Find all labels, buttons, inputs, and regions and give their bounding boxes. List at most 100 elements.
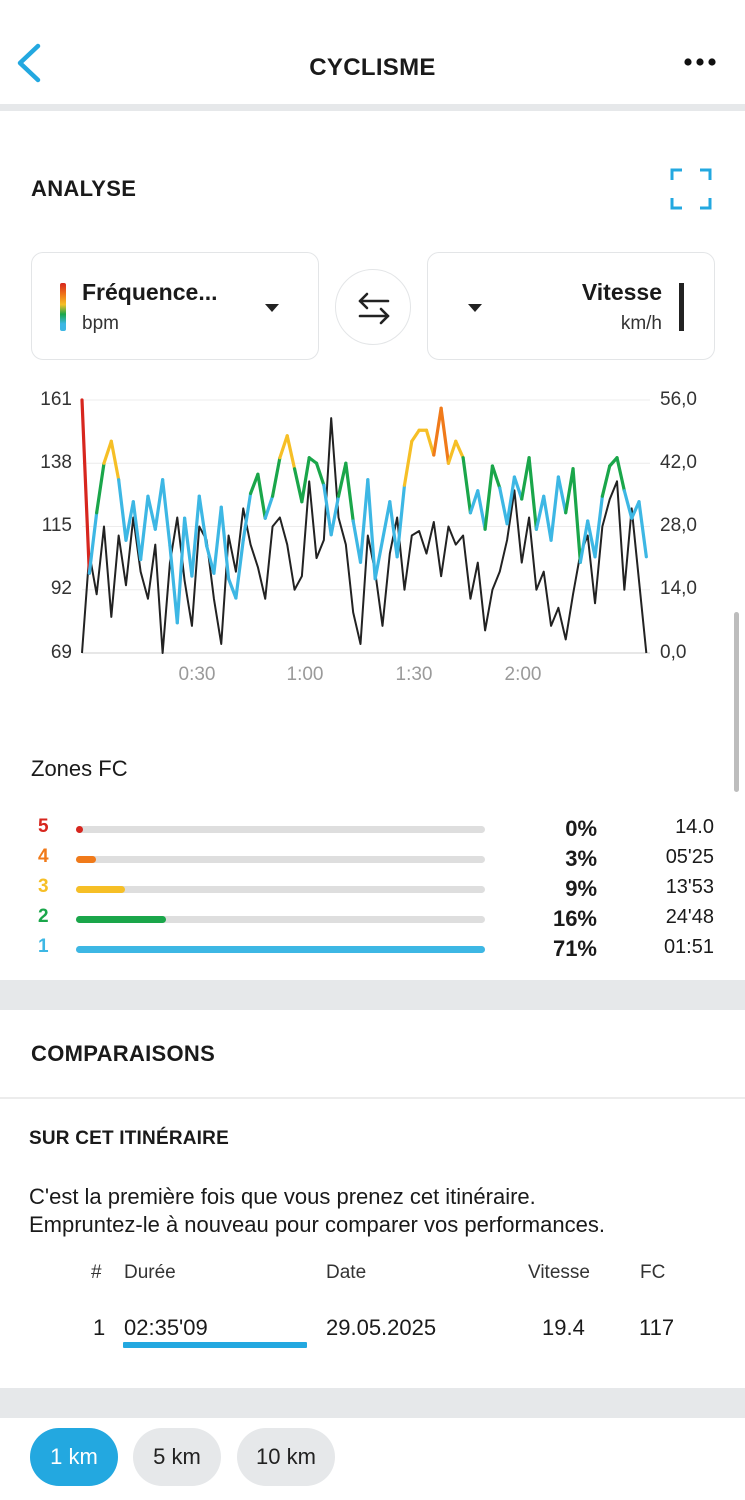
heart-rate-series-segment — [139, 494, 150, 562]
heart-rate-series-segment — [527, 456, 539, 531]
heart-rate-series-segment — [219, 505, 231, 581]
col-header-hr: FC — [640, 1262, 666, 1283]
heart-rate-series-segment — [102, 439, 113, 465]
col-header-duration: Durée — [124, 1262, 176, 1283]
heart-rate-series-segment — [461, 456, 473, 515]
heart-rate-series-segment — [263, 494, 275, 520]
heart-rate-series-segment — [476, 489, 487, 531]
heart-rate-series-segment — [204, 544, 216, 575]
heart-rate-series-segment — [153, 478, 165, 531]
zone-number: 2 — [38, 906, 49, 927]
hr-zones-title: Zones FC — [31, 756, 128, 781]
chevron-down-icon — [468, 304, 482, 312]
heart-rate-series-segment — [234, 538, 245, 600]
zone-percent: 3% — [565, 846, 597, 871]
more-options-icon[interactable] — [683, 50, 717, 74]
row-num: 1 — [93, 1315, 106, 1340]
zone-percent: 0% — [565, 816, 597, 841]
lap-1km-button[interactable]: 1 km — [30, 1428, 118, 1486]
heart-rate-series-segment — [336, 461, 348, 498]
zone-time: 14.0 — [675, 816, 714, 838]
heart-rate-series-segment — [175, 516, 187, 625]
heart-rate-series-segment — [197, 494, 209, 548]
heart-rate-series-segment — [322, 483, 333, 537]
right-metric-unit: km/h — [620, 313, 662, 334]
swap-arrows-icon — [358, 292, 390, 325]
heart-rate-series-segment — [622, 489, 634, 520]
section-separator — [0, 980, 745, 1010]
heart-rate-series-segment — [131, 500, 143, 562]
zone-row: 4 3% 05'25 — [0, 846, 745, 872]
lap-5km-button[interactable]: 5 km — [133, 1428, 221, 1486]
heart-rate-series-segment — [256, 472, 267, 520]
heart-rate-series-segment — [168, 544, 179, 625]
zone-row: 5 0% 14.0 — [0, 816, 745, 842]
zone-bar-fill — [76, 856, 97, 863]
heart-rate-series-segment — [212, 505, 223, 575]
message-line: C'est la première fois que vous prenez c… — [29, 1184, 536, 1209]
col-header-date: Date — [326, 1262, 367, 1283]
heart-rate-series-segment — [373, 538, 385, 581]
heart-rate-series-segment — [439, 406, 451, 465]
zone-number: 3 — [38, 876, 49, 897]
heart-rate-series-segment — [241, 491, 253, 542]
zone-bar-track — [76, 916, 485, 923]
heart-rate-color-scale — [60, 283, 66, 331]
heart-rate-series-segment — [388, 500, 399, 559]
x-tick: 0:30 — [178, 664, 216, 685]
heart-rate-series-segment — [498, 486, 509, 526]
zone-row: 2 16% 24'48 — [0, 906, 745, 932]
x-tick: 2:00 — [504, 664, 542, 685]
row-duration: 02:35'09 — [124, 1315, 208, 1340]
heart-rate-series-segment — [80, 398, 91, 575]
fullscreen-icon[interactable] — [670, 168, 712, 210]
duration-bar — [123, 1342, 307, 1348]
heart-rate-series-segment — [571, 467, 582, 564]
heart-rate-series-segment — [380, 500, 392, 542]
zone-bar-track — [76, 826, 485, 833]
zone-percent: 9% — [565, 876, 597, 901]
zone-bar-fill — [76, 946, 485, 953]
swap-metrics-button[interactable] — [335, 269, 411, 345]
heart-rate-series-segment — [402, 439, 414, 487]
back-arrow-icon[interactable] — [14, 40, 44, 86]
heart-rate-series-segment — [483, 464, 495, 531]
zone-number: 1 — [38, 936, 49, 957]
lap-10km-button[interactable]: 10 km — [237, 1428, 335, 1486]
heart-rate-series-segment — [117, 478, 128, 542]
heart-rate-series-segment — [161, 478, 172, 548]
y-left-tick: 115 — [41, 515, 72, 536]
analysis-title: ANALYSE — [31, 176, 137, 201]
zone-row: 1 71% 01:51 — [0, 936, 745, 962]
heart-rate-series-segment — [190, 494, 201, 578]
scroll-indicator[interactable] — [734, 612, 739, 792]
heart-rate-series-segment — [424, 428, 436, 457]
first-time-message: C'est la première fois que vous prenez c… — [29, 1183, 729, 1239]
heart-rate-series-segment — [226, 577, 238, 600]
heart-rate-series-segment — [505, 475, 517, 526]
heart-rate-series-segment — [410, 428, 421, 443]
heart-rate-series-segment — [564, 467, 575, 515]
heart-rate-series-segment — [358, 478, 370, 564]
heart-rate-series-segment — [512, 475, 524, 501]
heart-rate-series-segment — [556, 475, 568, 515]
heart-rate-series-segment — [329, 494, 341, 537]
col-header-speed: Vitesse — [528, 1262, 590, 1283]
zone-time: 13'53 — [665, 876, 714, 898]
zone-bar-fill — [76, 826, 83, 833]
heart-rate-series-segment — [270, 456, 282, 498]
heart-rate-series-segment — [534, 494, 546, 531]
section-separator — [0, 1388, 745, 1418]
left-metric-unit: bpm — [82, 313, 119, 334]
comparisons-title: COMPARAISONS — [31, 1041, 216, 1066]
same-route-title: SUR CET ITINÉRAIRE — [29, 1128, 229, 1149]
heart-rate-series-segment — [549, 475, 560, 542]
zone-time: 05'25 — [665, 846, 714, 868]
right-metric-selector[interactable]: Vitesse km/h — [427, 252, 715, 360]
heart-rate-series-segment — [292, 467, 304, 504]
y-left-tick: 69 — [50, 642, 72, 663]
right-metric-label: Vitesse — [581, 279, 662, 305]
left-metric-selector[interactable]: Fréquence... bpm — [31, 252, 319, 360]
heart-rate-series-segment — [87, 511, 99, 575]
heart-rate-series-segment — [109, 439, 121, 482]
